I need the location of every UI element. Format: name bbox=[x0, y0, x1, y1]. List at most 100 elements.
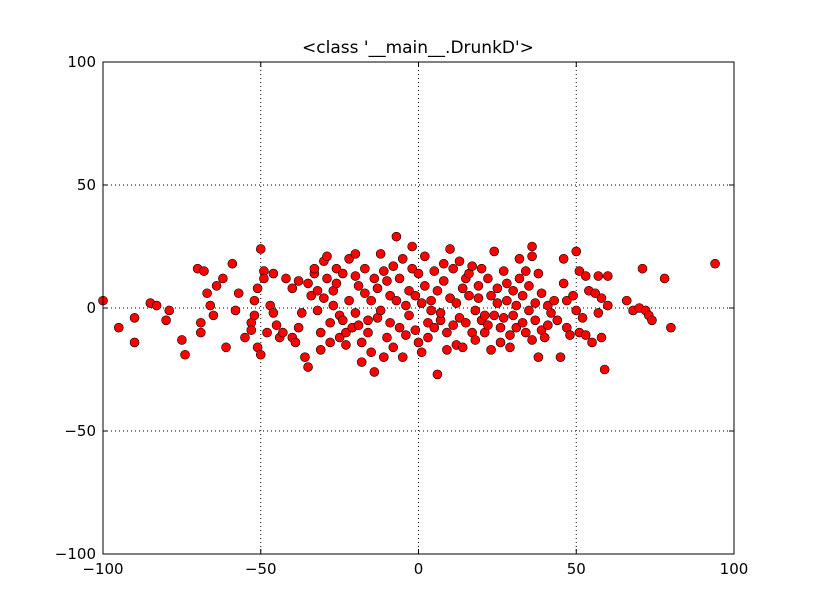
data-point bbox=[457, 283, 468, 294]
data-point bbox=[511, 322, 522, 333]
data-point bbox=[457, 342, 468, 353]
data-point bbox=[461, 317, 471, 328]
data-point bbox=[435, 308, 446, 318]
data-point bbox=[423, 332, 433, 343]
data-point bbox=[413, 337, 424, 348]
data-point bbox=[312, 305, 323, 316]
data-point bbox=[432, 285, 443, 296]
data-point bbox=[470, 335, 481, 345]
data-point bbox=[524, 281, 534, 291]
data-point bbox=[344, 253, 354, 264]
data-point bbox=[315, 345, 326, 355]
data-point bbox=[530, 298, 541, 308]
data-point bbox=[315, 327, 326, 338]
data-point bbox=[473, 281, 484, 291]
data-point bbox=[533, 352, 544, 363]
data-point bbox=[429, 322, 440, 333]
y-tick-label: 100 bbox=[67, 53, 96, 71]
data-point bbox=[587, 337, 597, 348]
data-point bbox=[407, 263, 417, 274]
data-point bbox=[303, 362, 313, 372]
data-point bbox=[524, 305, 534, 316]
data-point bbox=[543, 320, 553, 331]
data-point bbox=[486, 345, 496, 355]
data-point bbox=[262, 327, 272, 338]
data-point bbox=[196, 317, 206, 328]
data-point bbox=[199, 266, 209, 276]
data-point bbox=[647, 315, 657, 326]
data-point bbox=[227, 258, 238, 269]
data-point bbox=[473, 293, 484, 303]
y-tick-label: 0 bbox=[86, 299, 96, 317]
data-point bbox=[221, 342, 231, 353]
data-point bbox=[385, 290, 395, 301]
data-point bbox=[498, 266, 509, 276]
data-point bbox=[621, 295, 632, 306]
x-tick-label: 100 bbox=[720, 560, 749, 578]
data-point bbox=[177, 335, 187, 345]
data-point bbox=[495, 337, 506, 348]
data-point bbox=[432, 369, 443, 380]
data-point bbox=[249, 295, 260, 306]
data-point bbox=[278, 327, 288, 338]
data-point bbox=[442, 345, 452, 355]
data-point bbox=[401, 300, 411, 311]
data-point bbox=[602, 271, 613, 281]
data-point bbox=[429, 266, 440, 276]
data-point bbox=[331, 278, 342, 289]
data-point bbox=[476, 263, 487, 274]
data-points bbox=[98, 231, 720, 380]
data-point bbox=[565, 330, 575, 340]
data-point bbox=[448, 263, 459, 274]
data-point bbox=[300, 352, 310, 363]
data-point bbox=[517, 317, 528, 328]
data-point bbox=[438, 276, 449, 286]
axes: −100 −50 0 50 100 −100 −50 0 50 100 bbox=[55, 53, 749, 578]
data-point bbox=[416, 298, 427, 308]
data-point bbox=[580, 330, 591, 340]
data-point bbox=[151, 300, 162, 311]
plot-frame bbox=[102, 61, 735, 555]
data-point bbox=[533, 268, 544, 279]
data-point bbox=[397, 253, 408, 264]
data-point bbox=[249, 310, 260, 321]
data-point bbox=[394, 273, 405, 284]
data-point bbox=[268, 308, 279, 318]
data-point bbox=[240, 332, 250, 343]
data-point bbox=[558, 253, 569, 264]
data-point bbox=[161, 315, 171, 326]
data-point bbox=[505, 342, 515, 353]
data-point bbox=[599, 364, 610, 375]
data-point bbox=[467, 261, 477, 271]
data-point bbox=[561, 295, 572, 306]
data-point bbox=[483, 320, 493, 331]
data-point bbox=[710, 258, 720, 269]
data-point bbox=[539, 332, 550, 343]
data-point bbox=[363, 327, 373, 338]
data-point bbox=[322, 273, 332, 284]
data-point bbox=[268, 268, 279, 279]
data-point bbox=[113, 322, 124, 333]
data-point bbox=[372, 283, 383, 294]
data-point bbox=[505, 330, 515, 340]
data-point bbox=[306, 290, 317, 301]
data-point bbox=[527, 335, 537, 345]
data-point bbox=[511, 300, 522, 311]
data-point bbox=[378, 352, 389, 363]
data-point bbox=[391, 295, 402, 306]
data-point bbox=[233, 288, 244, 299]
data-point bbox=[445, 293, 455, 303]
data-point bbox=[536, 288, 547, 299]
data-point bbox=[296, 308, 307, 318]
data-point bbox=[404, 285, 414, 296]
data-point bbox=[325, 337, 335, 348]
data-point bbox=[356, 357, 367, 367]
data-point bbox=[520, 327, 531, 338]
data-point bbox=[382, 276, 392, 286]
data-point bbox=[483, 273, 493, 284]
data-point bbox=[486, 290, 496, 301]
data-point bbox=[378, 266, 389, 276]
data-point bbox=[527, 251, 537, 262]
data-point bbox=[325, 317, 335, 328]
